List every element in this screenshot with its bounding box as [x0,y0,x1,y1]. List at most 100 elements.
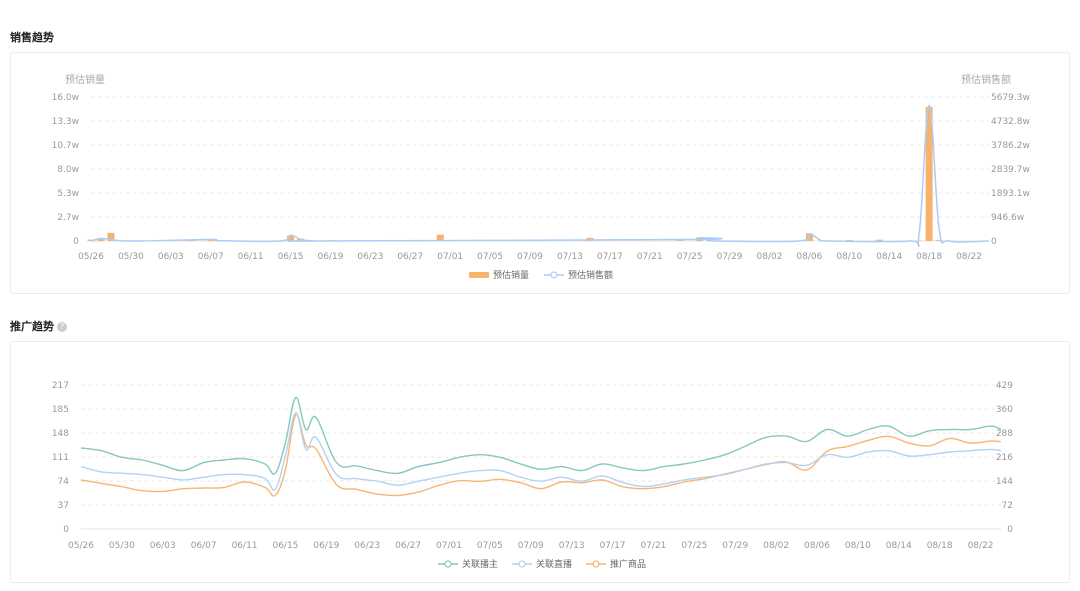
y2-tick-label: 216 [996,453,1013,463]
y-tick-label: 185 [52,405,69,415]
sales-section-title: 销售趋势 [10,31,54,44]
left-axis-title: 预估销量 [65,73,105,86]
help-icon[interactable]: ? [57,322,67,332]
x-tick-label: 06/11 [232,541,258,551]
y-tick-label: 111 [52,453,69,463]
sales-volume-bar[interactable] [915,240,923,242]
x-tick-label: 06/23 [354,541,380,551]
y2-tick-label: 946.6w [991,213,1024,223]
sales-volume-bar[interactable] [925,106,933,242]
x-tick-label: 05/30 [118,252,144,262]
y-tick-label: 148 [52,429,69,439]
legend-label[interactable]: 推广商品 [610,558,646,570]
x-tick-label: 07/17 [597,252,623,262]
y2-tick-label: 1893.1w [991,189,1030,199]
x-tick-label: 07/25 [677,252,703,262]
sales-volume-bar[interactable] [187,240,195,242]
x-tick-label: 07/13 [557,252,583,262]
x-tick-label: 06/15 [272,541,298,551]
x-tick-label: 08/14 [886,541,912,551]
legend-label[interactable]: 预估销售额 [568,269,613,281]
x-tick-label: 06/27 [395,541,421,551]
x-tick-label: 07/01 [437,252,463,262]
sales-volume-bar[interactable] [436,234,444,241]
y-tick-label: 16.0w [52,93,79,103]
sales-volume-bar[interactable] [935,240,943,241]
x-tick-label: 06/03 [158,252,184,262]
x-tick-label: 08/06 [796,252,822,262]
x-tick-label: 07/17 [600,541,626,551]
promo-section-title-text: 推广趋势 [10,320,54,333]
y-tick-label: 8.0w [57,165,79,175]
y2-tick-label: 429 [996,381,1013,391]
x-tick-label: 06/23 [357,252,383,262]
x-tick-label: 07/09 [518,541,544,551]
sales-volume-bar[interactable] [287,235,295,241]
x-tick-label: 06/19 [313,541,339,551]
legend-marker [592,560,600,568]
promo-legend: 关联播主 关联直播 推广商品 [438,558,646,570]
legend-label[interactable]: 关联直播 [536,558,572,570]
x-tick-label: 08/22 [956,252,982,262]
x-tick-label: 07/21 [640,541,666,551]
sales-volume-bar[interactable] [107,232,115,241]
y-tick-label: 5.3w [57,189,79,199]
x-tick-label: 08/18 [916,252,942,262]
x-tick-label: 06/03 [150,541,176,551]
y-tick-label: 217 [52,381,69,391]
legend-label[interactable]: 预估销量 [493,269,529,281]
y2-tick-label: 288 [996,429,1013,439]
x-tick-label: 06/07 [191,541,217,551]
promo-line-livestreams[interactable] [80,412,1002,491]
y2-tick-label: 3786.2w [991,141,1030,151]
sales-volume-bar[interactable] [97,238,105,241]
y-tick-label: 0 [63,525,69,535]
y2-tick-label: 144 [996,477,1013,487]
promo-line-products[interactable] [80,413,1002,497]
x-tick-label: 07/13 [559,541,585,551]
promo-chart-card: 0 0 37 72 74 144 111 216 148 288 185 360 217 429 05/26… [10,341,1070,583]
x-tick-label: 07/05 [477,252,503,262]
x-tick-label: 05/26 [68,541,94,551]
y-tick-label: 0 [73,237,79,247]
x-tick-label: 08/18 [927,541,953,551]
x-tick-label: 08/02 [763,541,789,551]
promo-trend-chart: 0 0 37 72 74 144 111 216 148 288 185 360 217 429 05/26… [52,381,1013,570]
legend-marker [550,271,558,279]
x-tick-label: 07/21 [637,252,663,262]
legend-swatch-bar[interactable] [469,272,489,278]
x-tick-label: 08/14 [876,252,902,262]
x-tick-label: 07/01 [436,541,462,551]
y-tick-label: 10.7w [52,141,79,151]
sales-volume-bar[interactable] [845,240,853,241]
y2-tick-label: 360 [996,405,1013,415]
x-tick-label: 07/09 [517,252,543,262]
x-tick-label: 07/25 [681,541,707,551]
x-tick-label: 08/02 [757,252,783,262]
x-tick-label: 06/19 [317,252,343,262]
y-tick-label: 74 [58,477,70,487]
y2-tick-label: 0 [1007,525,1013,535]
y2-tick-label: 72 [1002,501,1013,511]
x-tick-label: 05/26 [78,252,104,262]
x-tick-label: 08/22 [968,541,994,551]
x-tick-label: 07/29 [717,252,743,262]
legend-marker [444,560,452,568]
x-tick-label: 08/10 [836,252,862,262]
promo-line-creators[interactable] [80,396,1002,475]
x-tick-label: 06/07 [198,252,224,262]
sales-volume-bar[interactable] [875,239,883,241]
y2-tick-label: 0 [991,237,997,247]
legend-marker [518,560,526,568]
x-tick-label: 07/05 [477,541,503,551]
y-tick-label: 2.7w [57,213,79,223]
legend-label[interactable]: 关联播主 [462,558,498,570]
y-tick-label: 13.3w [52,117,79,127]
x-tick-label: 08/06 [804,541,830,551]
x-tick-label: 08/10 [845,541,871,551]
sales-chart-card: 预估销量 预估销售额 0 0 2.7w 946.6w 5.3w 1893.1w 8.0w 2839… [10,52,1070,294]
sales-volume-bar[interactable] [676,240,684,241]
x-tick-label: 06/27 [397,252,423,262]
sales-amount-line[interactable] [90,104,990,247]
